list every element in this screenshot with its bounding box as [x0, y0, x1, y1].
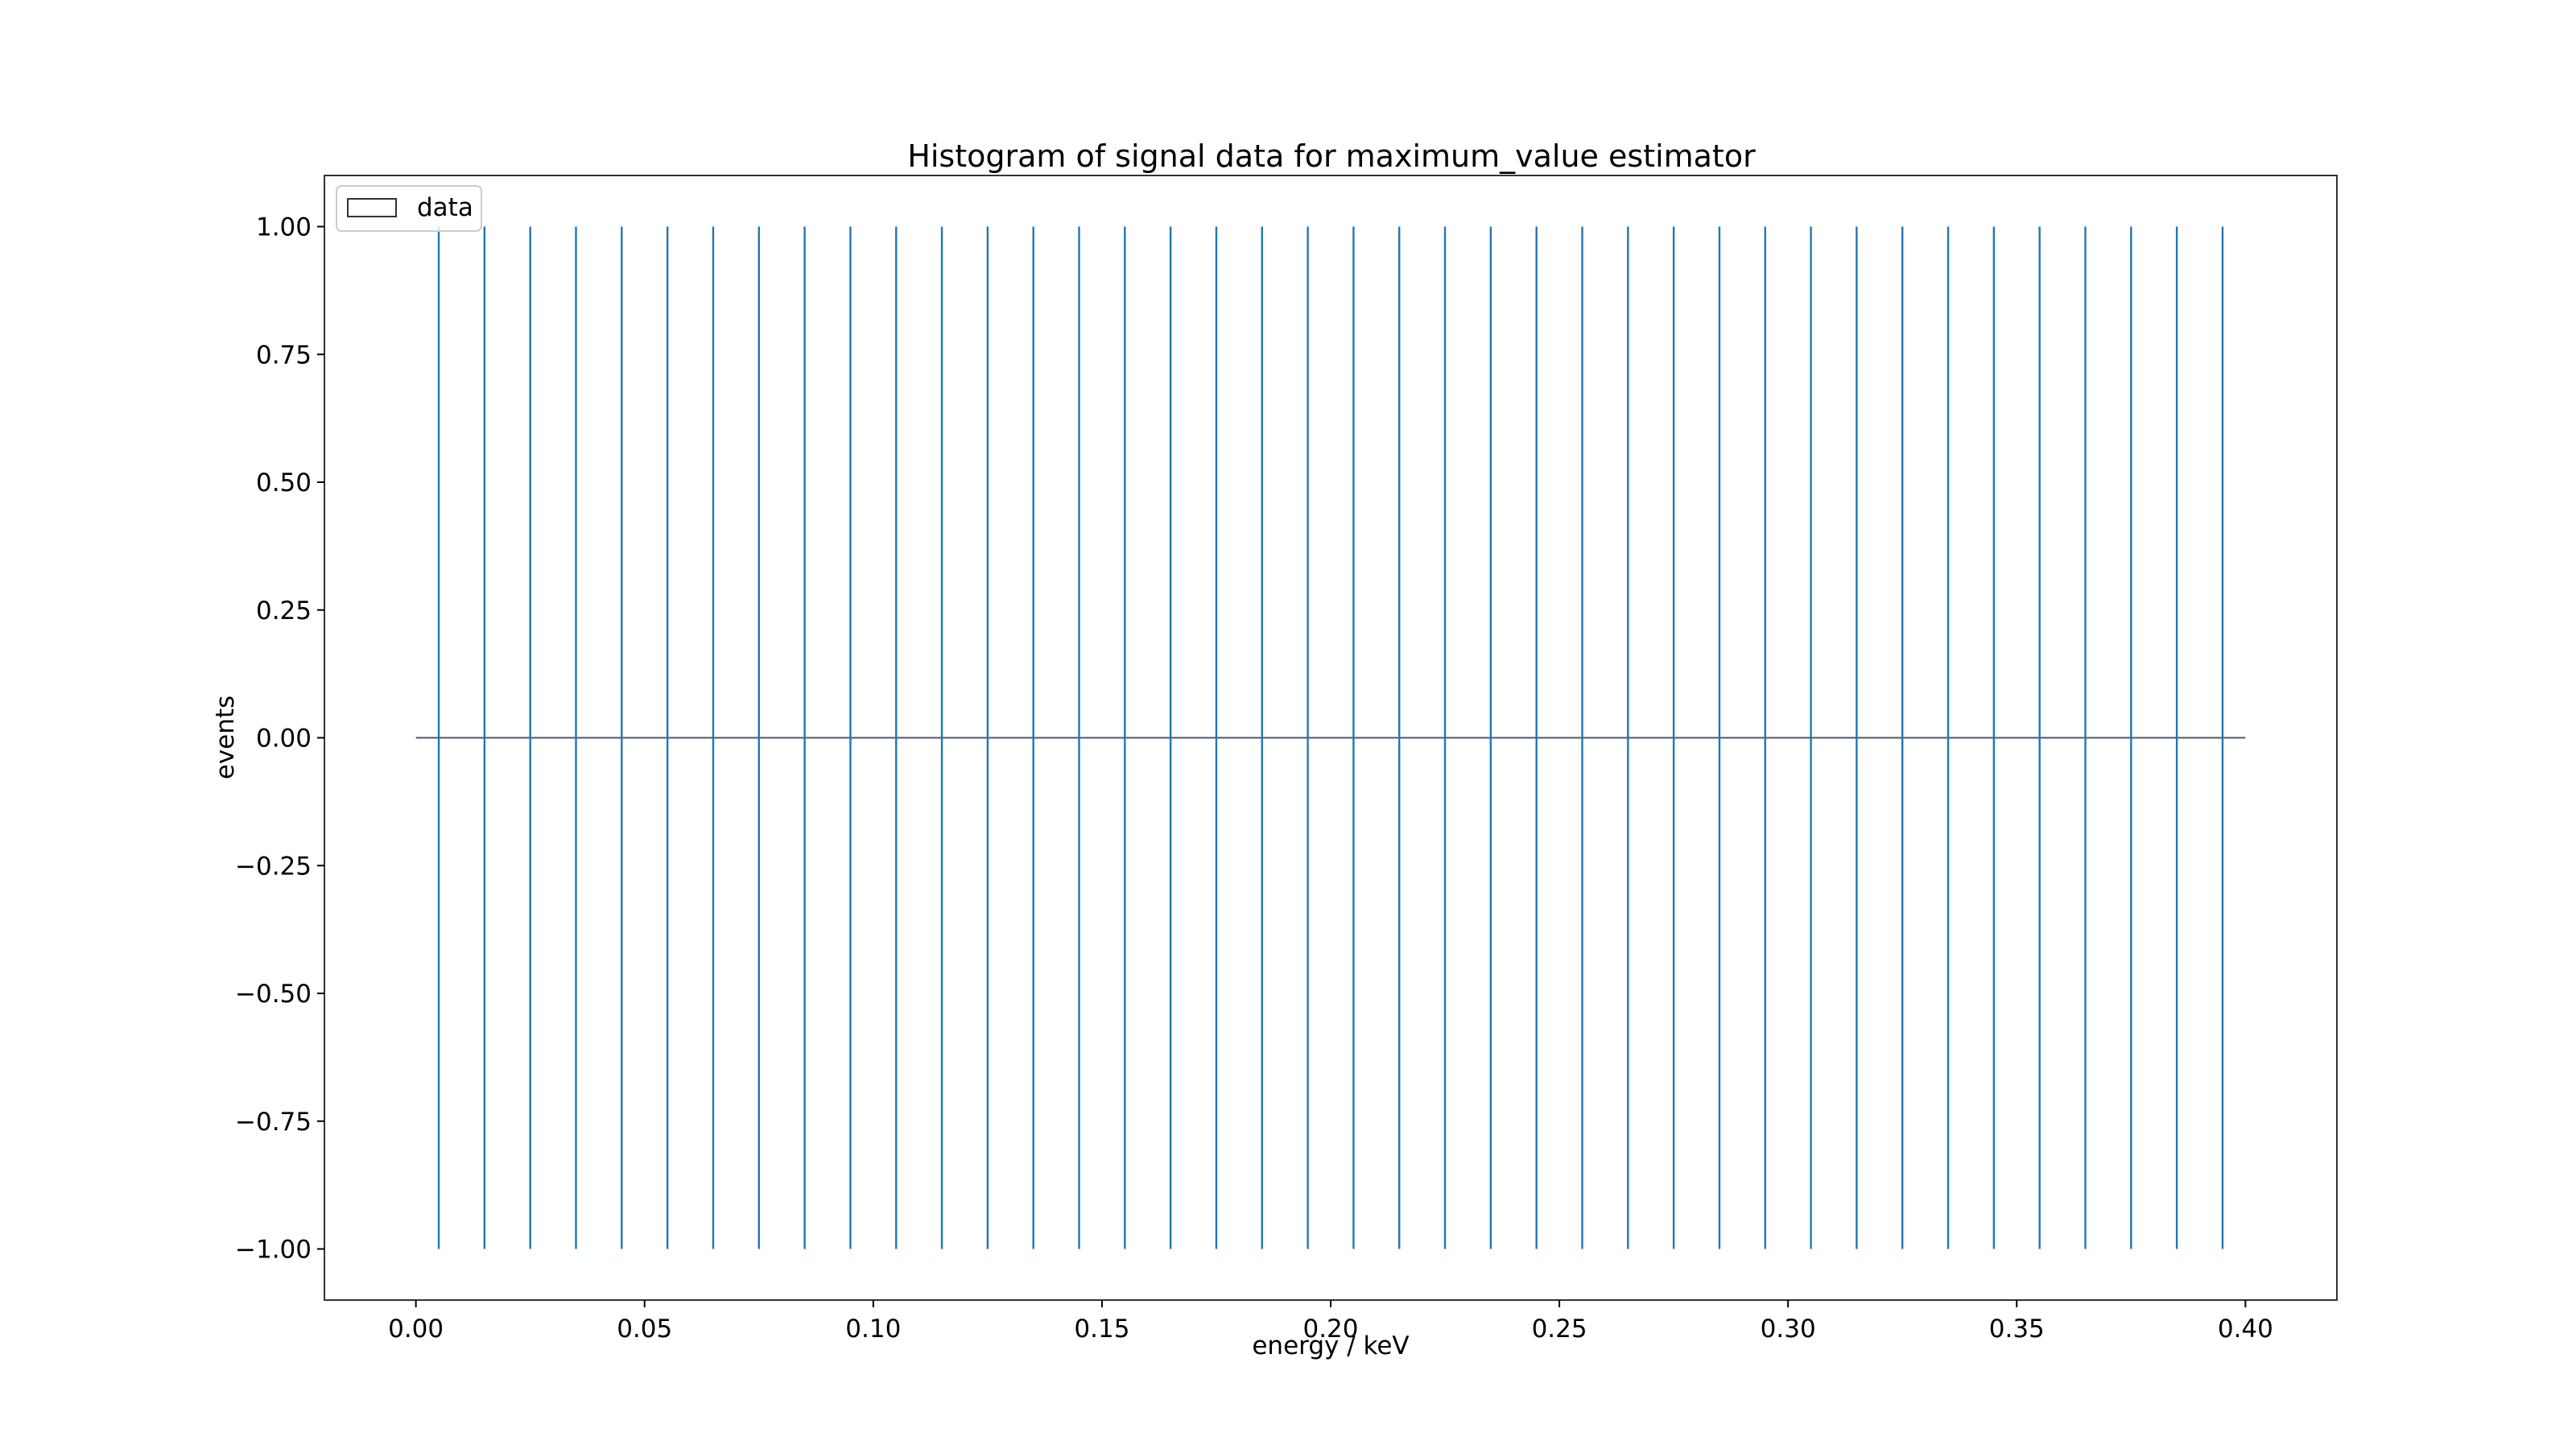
y-axis-label: events [211, 696, 240, 779]
y-tick-label: −0.75 [235, 1108, 312, 1137]
x-tick-label: 0.30 [1761, 1315, 1816, 1344]
x-tick-label: 0.15 [1074, 1315, 1129, 1344]
x-tick-label: 0.35 [1989, 1315, 2045, 1344]
x-tick-label: 0.20 [1302, 1315, 1358, 1344]
y-tick-label: −0.50 [235, 980, 312, 1009]
plot-marks [415, 226, 2246, 1249]
y-axis: 1.00 0.75 0.50 0.25 0.00 −0.25 −0.50 −0.75 −1.00 [235, 213, 324, 1265]
x-axis: 0.00 0.05 0.10 0.15 0.20 0.25 0.30 0.35 0.40 [388, 1300, 2273, 1344]
legend-box [336, 185, 482, 232]
y-tick-label: −0.25 [235, 852, 312, 881]
chart-title: Histogram of signal data for maximum_val… [907, 138, 1756, 174]
x-tick-label: 0.10 [845, 1315, 901, 1344]
x-tick-label: 0.25 [1532, 1315, 1587, 1344]
x-axis-label: energy / keV [1252, 1331, 1409, 1360]
y-tick-label: 1.00 [256, 213, 312, 242]
y-tick-label: 0.00 [256, 724, 312, 753]
y-tick-label: 0.50 [256, 469, 312, 497]
x-tick-label: 0.05 [617, 1315, 672, 1344]
legend-swatch [347, 198, 397, 217]
x-tick-label: 0.00 [388, 1315, 444, 1344]
x-tick-label: 0.40 [2218, 1315, 2273, 1344]
y-tick-label: −1.00 [235, 1236, 312, 1265]
y-tick-label: 0.75 [256, 341, 312, 369]
y-tick-label: 0.25 [256, 597, 312, 625]
legend-label: data [417, 193, 473, 222]
legend: data [336, 185, 482, 232]
